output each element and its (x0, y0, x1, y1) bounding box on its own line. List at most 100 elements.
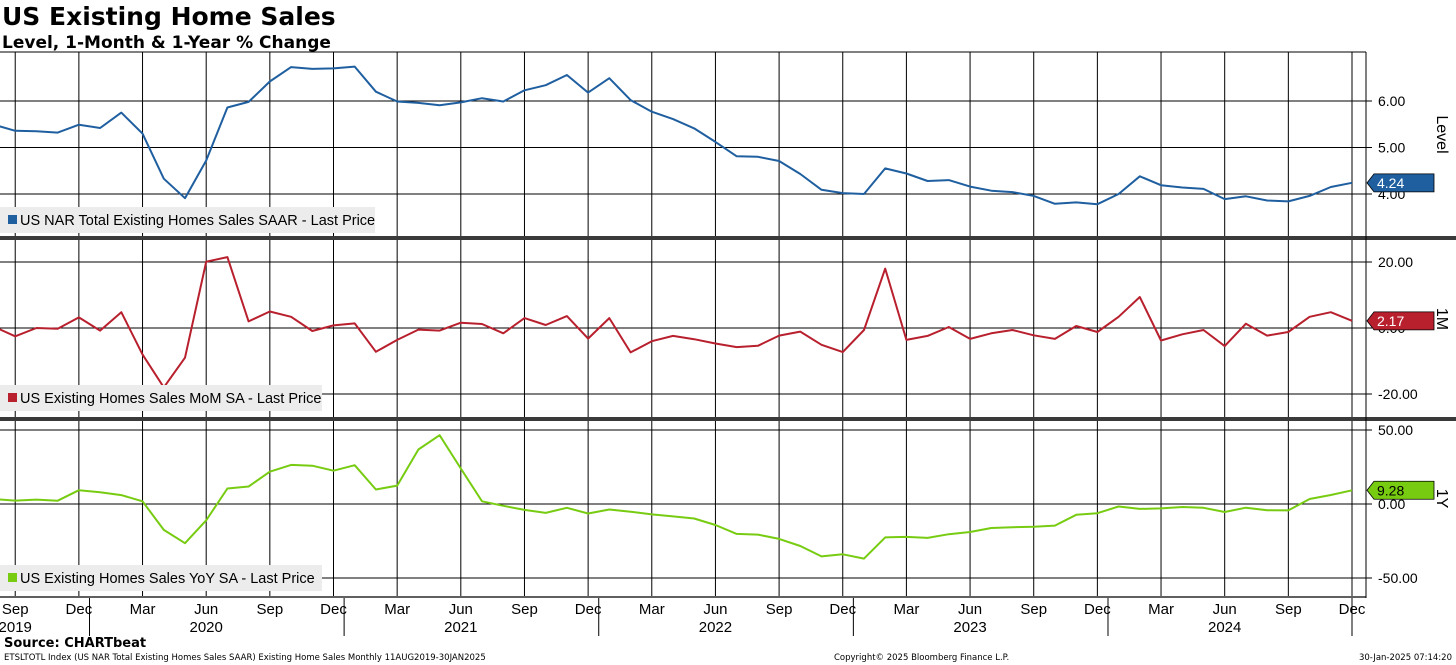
data-point-yoy-2022-12 (842, 553, 844, 555)
x-tick-label-2023-06: Jun (958, 601, 982, 618)
x-tick-label-2019-09: Sep (2, 601, 29, 618)
data-point-level-2022-05 (693, 127, 695, 129)
data-point-mom-2020-10 (290, 316, 292, 318)
data-point-level-2020-05 (184, 197, 186, 199)
chart-subtitle: Level, 1-Month & 1-Year % Change (2, 33, 331, 53)
legend-label-yoy: US Existing Homes Sales YoY SA - Last Pr… (20, 571, 315, 587)
data-point-yoy-2021-04 (417, 449, 419, 451)
data-point-yoy-2019-12 (78, 489, 80, 491)
data-point-level-2020-10 (290, 66, 292, 68)
legend-label-mom: US Existing Homes Sales MoM SA - Last Pr… (20, 391, 321, 407)
data-point-yoy-2024-12 (1351, 489, 1353, 491)
data-point-level-2023-12 (1096, 203, 1098, 205)
data-point-level-2020-11 (311, 68, 313, 70)
x-tick-label-2021-03: Mar (384, 601, 410, 618)
data-point-level-2021-03 (396, 101, 398, 103)
flag-value-level: 4.24 (1377, 175, 1404, 191)
data-point-level-2020-01 (99, 127, 101, 129)
data-point-level-2023-04 (927, 180, 929, 182)
data-point-yoy-2024-06 (1224, 511, 1226, 513)
data-point-level-2022-03 (651, 111, 653, 113)
data-point-mom-2023-11 (1075, 325, 1077, 327)
data-point-level-2019-09 (14, 130, 16, 132)
ytick-label-mom-2: 20.00 (1378, 254, 1413, 270)
legend-bg-yoy (0, 565, 322, 591)
data-point-level-2022-10 (799, 173, 801, 175)
data-point-level-2023-11 (1075, 201, 1077, 203)
data-point-mom-2022-11 (821, 344, 823, 346)
data-point-level-2021-01 (354, 66, 356, 68)
flag-shape-mom (1366, 311, 1435, 331)
data-point-mom-2020-02 (120, 311, 122, 313)
data-points-yoy (0, 434, 1353, 559)
data-point-level-2020-09 (269, 81, 271, 83)
series-line-yoy (0, 434, 1353, 560)
x-tick-label-2024-09: Sep (1275, 601, 1302, 618)
x-tick-label-2020-03: Mar (130, 601, 156, 618)
x-tick-label-2022-06: Jun (703, 601, 727, 618)
data-point-level-2024-09 (1287, 200, 1289, 202)
data-point-mom-2023-04 (927, 335, 929, 337)
data-point-yoy-2021-12 (587, 513, 589, 515)
data-point-yoy-2024-05 (1203, 507, 1205, 509)
data-point-level-2020-06 (205, 160, 207, 162)
chart-title: US Existing Home Sales (2, 2, 336, 31)
data-point-yoy-2022-08 (757, 534, 759, 536)
data-point-yoy-2024-04 (1181, 506, 1183, 508)
data-point-mom-2023-06 (969, 338, 971, 340)
x-tick-label-2022-03: Mar (639, 601, 665, 618)
data-point-mom-2020-06 (205, 261, 207, 263)
data-point-mom-2024-03 (1160, 340, 1162, 342)
data-point-yoy-2023-05 (948, 533, 950, 535)
flag-shape-level (1366, 173, 1435, 193)
data-point-level-2024-05 (1203, 188, 1205, 190)
x-tick-label-2020-09: Sep (256, 601, 283, 618)
data-point-yoy-2021-02 (375, 489, 377, 491)
data-point-mom-2021-12 (587, 338, 589, 340)
data-point-yoy-2024-11 (1330, 494, 1332, 496)
data-point-level-2023-01 (863, 193, 865, 195)
data-point-yoy-2022-04 (672, 515, 674, 517)
data-point-mom-2021-11 (566, 315, 568, 317)
data-point-level-2021-08 (502, 101, 504, 103)
data-point-mom-2021-05 (439, 330, 441, 332)
data-point-level-2022-06 (714, 141, 716, 143)
data-point-yoy-2021-08 (502, 505, 504, 507)
data-point-level-2021-06 (460, 101, 462, 103)
data-point-level-2024-01 (1118, 193, 1120, 195)
ytick-label-yoy-1: 0.00 (1378, 496, 1405, 512)
data-point-yoy-2020-11 (311, 465, 313, 467)
x-tick-label-2019-12: Dec (66, 601, 93, 618)
data-point-level-2024-03 (1160, 184, 1162, 186)
data-point-yoy-2022-05 (693, 518, 695, 520)
copyright-notice: Copyright© 2025 Bloomberg Finance L.P. (834, 653, 1010, 663)
legend-bg-level (0, 207, 375, 233)
data-point-level-2022-08 (757, 156, 759, 158)
data-point-mom-2024-10 (1309, 316, 1311, 318)
data-point-yoy-2020-09 (269, 471, 271, 473)
data-point-yoy-2023-04 (927, 537, 929, 539)
data-points-level (0, 66, 1353, 206)
data-point-mom-2020-07 (226, 256, 228, 258)
data-point-level-2021-04 (417, 102, 419, 104)
data-point-mom-2021-07 (481, 323, 483, 325)
data-point-level-2021-12 (587, 92, 589, 94)
data-point-level-2023-03 (905, 173, 907, 175)
data-point-mom-2020-09 (269, 311, 271, 313)
x-tick-label-2021-12: Dec (575, 601, 602, 618)
x-tick-labels: Sep Dec Mar Jun Sep Dec Mar Jun Sep Dec Mar Jun Sep D… (2, 601, 1366, 618)
data-point-yoy-2023-03 (905, 536, 907, 538)
data-point-mom-2022-07 (736, 346, 738, 348)
data-point-mom-2024-01 (1118, 316, 1120, 318)
data-point-yoy-2020-06 (205, 519, 207, 521)
x-tick-label-2023-09: Sep (1020, 601, 1047, 618)
data-point-level-2023-05 (948, 179, 950, 181)
panel-separator-2 (0, 417, 1456, 421)
axis-title-yoy: 1Y (1433, 489, 1450, 509)
data-point-yoy-2021-05 (439, 434, 441, 436)
x-tick-label-2024-03: Mar (1148, 601, 1174, 618)
data-point-yoy-2020-05 (184, 542, 186, 544)
data-point-level-2020-08 (248, 101, 250, 103)
x-tick-label-2020-12: Dec (320, 601, 347, 618)
